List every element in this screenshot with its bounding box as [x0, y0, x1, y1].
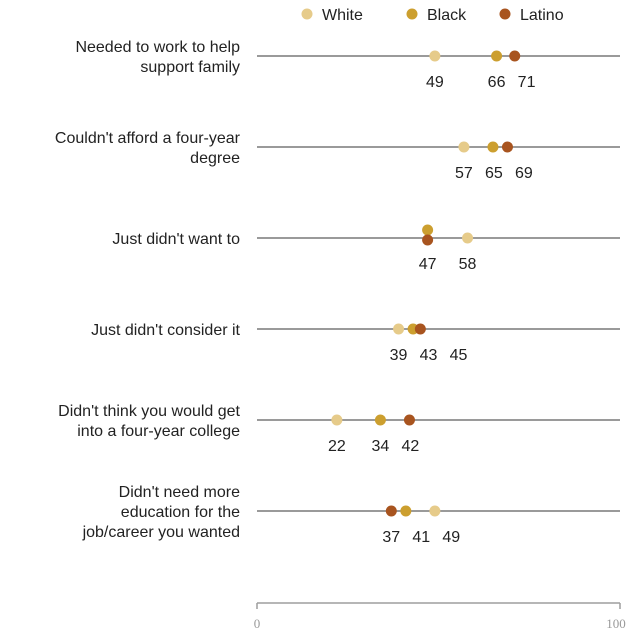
dot-latino — [422, 234, 434, 246]
value-label: 43 — [420, 347, 438, 364]
category-label-line: support family — [140, 59, 240, 76]
dot-black — [374, 414, 386, 426]
value-label: 45 — [450, 347, 468, 364]
value-label: 65 — [485, 165, 503, 182]
category-label-line: Needed to work to help — [75, 39, 240, 56]
row-2: Couldn't afford a four-year degree 57 65 69 — [55, 130, 620, 182]
value-label: 49 — [442, 529, 460, 546]
category-label-line: Just didn't consider it — [91, 322, 240, 339]
value-label: 71 — [518, 74, 536, 91]
value-label: 57 — [455, 165, 473, 182]
category-label: Needed to work to help support family — [75, 39, 240, 76]
category-label-line: education for the — [121, 504, 240, 521]
dot-black — [491, 50, 503, 62]
legend-label-black: Black — [427, 7, 467, 24]
value-label: 34 — [372, 438, 390, 455]
dot-latino — [385, 505, 397, 517]
x-axis: 0 100 — [254, 602, 626, 631]
dot-white — [458, 141, 470, 153]
value-label: 58 — [459, 256, 477, 273]
dot-latino — [403, 414, 415, 426]
dot-white — [331, 414, 343, 426]
category-label-line: into a four-year college — [77, 423, 240, 440]
row-5: Didn't think you would get into a four-ye… — [58, 403, 620, 455]
dot-white — [393, 323, 405, 335]
x-tick-label: 100 — [606, 616, 626, 631]
category-label-line: Didn't need more — [119, 484, 240, 501]
value-label: 69 — [515, 165, 533, 182]
legend: White Black Latino — [301, 7, 564, 24]
row-6: Didn't need more education for the job/car… — [82, 484, 620, 546]
row-3: Just didn't want to 47 58 — [112, 224, 620, 273]
dot-black — [487, 141, 499, 153]
dot-black — [422, 224, 434, 236]
value-label: 41 — [412, 529, 430, 546]
category-label: Couldn't afford a four-year degree — [55, 130, 241, 167]
value-label: 39 — [390, 347, 408, 364]
legend-label-latino: Latino — [520, 7, 564, 24]
category-label: Just didn't consider it — [91, 322, 240, 339]
category-label-line: job/career you wanted — [82, 524, 240, 541]
dot-latino — [414, 323, 426, 335]
dot-latino — [501, 141, 513, 153]
category-label-line: Didn't think you would get — [58, 403, 240, 420]
value-label: 22 — [328, 438, 346, 455]
dot-latino — [509, 50, 521, 62]
row-1: Needed to work to help support family 49 66… — [75, 39, 620, 91]
x-tick-label: 0 — [254, 616, 261, 631]
legend-marker-latino — [499, 8, 511, 20]
category-label-line: Couldn't afford a four-year — [55, 130, 241, 147]
legend-label-white: White — [322, 7, 363, 24]
value-label: 49 — [426, 74, 444, 91]
chart-rows: Needed to work to help support family 49 66… — [55, 39, 620, 546]
legend-marker-black — [406, 8, 418, 20]
dot-white — [462, 232, 474, 244]
legend-marker-white — [301, 8, 313, 20]
value-label: 47 — [419, 256, 437, 273]
category-label: Didn't need more education for the job/car… — [82, 484, 241, 541]
dot-black — [400, 505, 412, 517]
category-label-line: Just didn't want to — [112, 231, 240, 248]
category-label-line: degree — [190, 150, 240, 167]
value-label: 42 — [402, 438, 420, 455]
dot-white — [429, 505, 441, 517]
row-4: Just didn't consider it 39 43 45 — [91, 322, 620, 364]
value-label: 37 — [382, 529, 400, 546]
dot-white — [429, 50, 441, 62]
category-label: Didn't think you would get into a four-ye… — [58, 403, 240, 440]
value-label: 66 — [488, 74, 506, 91]
category-label: Just didn't want to — [112, 231, 240, 248]
